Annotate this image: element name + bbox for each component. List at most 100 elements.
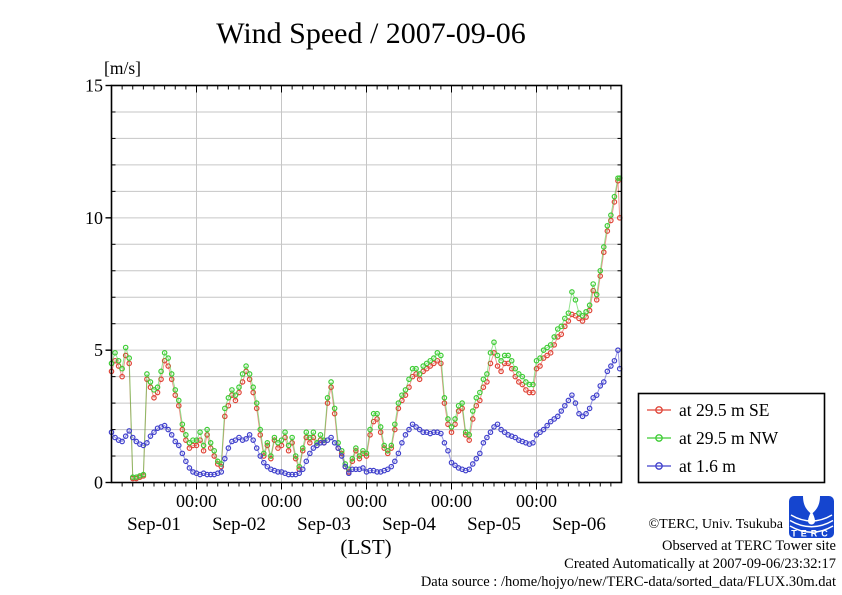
data-point <box>565 318 572 324</box>
data-point <box>413 365 419 372</box>
data-point <box>122 433 129 439</box>
data-point <box>207 471 214 478</box>
data-point <box>491 350 497 356</box>
data-point <box>392 421 398 428</box>
y-tick-label: 10 <box>85 208 103 228</box>
data-point <box>222 405 228 412</box>
data-point <box>328 434 334 441</box>
data-point <box>586 405 593 412</box>
data-point <box>551 334 558 340</box>
data-point <box>204 426 210 433</box>
data-point <box>484 434 490 441</box>
data-point <box>275 469 281 475</box>
x-tick-label-day: Sep-05 <box>467 514 521 535</box>
data-point <box>349 466 356 473</box>
data-point <box>264 463 271 470</box>
data-point <box>508 365 515 372</box>
x-tick-label-time: 00:00 <box>516 491 557 511</box>
data-point <box>540 355 547 361</box>
data-point <box>579 413 586 420</box>
x-tick-label-time: 00:00 <box>261 491 302 511</box>
data-point <box>126 355 133 361</box>
data-point <box>257 426 264 433</box>
data-point <box>445 447 451 454</box>
data-point <box>593 291 600 298</box>
data-point <box>289 434 295 441</box>
data-point <box>469 408 476 414</box>
data-point <box>562 323 568 330</box>
data-point <box>547 350 554 356</box>
data-point <box>416 376 423 383</box>
data-point <box>526 389 533 396</box>
data-point <box>140 471 147 478</box>
data-point <box>197 429 203 436</box>
data-point <box>147 433 154 439</box>
data-point <box>115 357 122 364</box>
x-tick-label-day: Sep-01 <box>127 514 181 535</box>
data-point <box>392 458 398 465</box>
data-point <box>317 439 324 446</box>
data-point <box>112 434 118 441</box>
data-point <box>608 363 614 369</box>
data-point <box>374 410 380 417</box>
gridlines <box>111 85 622 483</box>
data-point <box>455 402 462 409</box>
data-point <box>469 416 476 422</box>
terc-logo-notch <box>803 496 820 514</box>
data-point <box>307 439 313 446</box>
data-point <box>275 445 281 451</box>
data-point <box>416 371 423 377</box>
data-point <box>338 453 345 459</box>
data-source-text: Data source : /home/hojyo/new/TERC-data/… <box>421 574 836 590</box>
data-point <box>257 453 264 459</box>
data-point <box>186 445 193 451</box>
data-point <box>175 442 182 449</box>
legend-marker-se <box>655 406 663 414</box>
data-point <box>165 355 171 361</box>
terc-logo-text: TERC <box>791 529 832 539</box>
data-point <box>324 395 331 401</box>
data-point <box>119 373 125 380</box>
terc-logo: TERC <box>789 496 834 539</box>
data-point <box>310 429 317 436</box>
data-point <box>122 344 129 351</box>
data-point <box>523 387 529 393</box>
data-point <box>484 379 490 385</box>
data-point <box>214 458 221 465</box>
data-point <box>441 439 448 446</box>
data-point <box>615 347 621 353</box>
data-point <box>445 416 451 422</box>
data-point <box>144 371 150 377</box>
data-point <box>579 312 586 319</box>
data-point <box>466 432 473 438</box>
data-point <box>190 437 196 443</box>
data-point <box>611 193 618 200</box>
data-point <box>448 459 455 466</box>
data-point <box>253 445 260 451</box>
x-tick-label-time: 00:00 <box>346 491 387 511</box>
data-point <box>477 389 483 396</box>
legend-label-1-6m: at 1.6 m <box>679 456 736 476</box>
y-tick-label: 15 <box>85 76 103 96</box>
terc-logo-ripple-2 <box>789 519 834 528</box>
data-point <box>593 297 600 303</box>
data-point <box>260 450 267 457</box>
data-point <box>512 365 519 372</box>
data-point <box>367 467 373 474</box>
data-point <box>367 426 373 433</box>
data-point <box>299 466 306 473</box>
data-point <box>413 371 419 377</box>
observed-site-text: Observed at TERC Tower site <box>662 538 836 554</box>
data-point <box>523 379 529 385</box>
data-point <box>583 410 589 417</box>
data-point <box>515 379 522 385</box>
data-point <box>469 461 476 467</box>
data-point <box>140 442 147 449</box>
data-point <box>175 397 182 404</box>
data-point <box>331 405 338 412</box>
data-point <box>604 368 611 375</box>
data-point <box>558 331 565 338</box>
data-point <box>484 371 490 377</box>
data-point <box>586 302 593 308</box>
